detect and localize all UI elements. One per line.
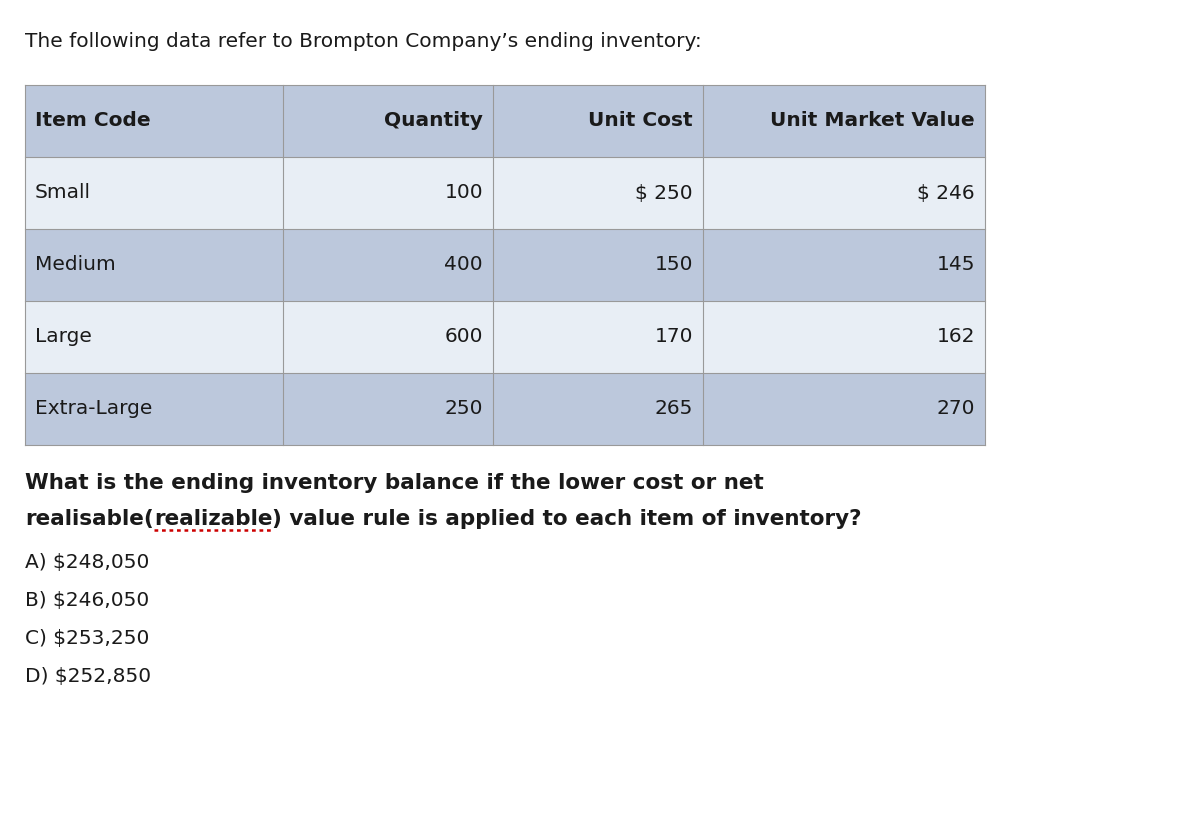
Text: C) $253,250: C) $253,250 (25, 629, 149, 648)
Text: 150: 150 (654, 256, 694, 274)
Bar (25, 301, 985, 373)
Bar (25, 157, 985, 229)
Text: 145: 145 (936, 256, 974, 274)
Bar (25, 85, 985, 157)
Text: Unit Market Value: Unit Market Value (770, 111, 974, 130)
Text: Unit Cost: Unit Cost (588, 111, 694, 130)
Bar (25, 373, 985, 445)
Text: What is the ending inventory balance if the lower cost or net: What is the ending inventory balance if … (25, 473, 763, 493)
Text: 162: 162 (936, 328, 974, 346)
Text: 270: 270 (936, 400, 974, 419)
Text: 400: 400 (444, 256, 482, 274)
Text: The following data refer to Brompton Company’s ending inventory:: The following data refer to Brompton Com… (25, 32, 702, 51)
Text: Large: Large (35, 328, 92, 346)
Text: 100: 100 (444, 183, 482, 202)
Text: D) $252,850: D) $252,850 (25, 667, 151, 686)
Text: ) value rule is applied to each item of inventory?: ) value rule is applied to each item of … (272, 509, 862, 529)
Text: Quantity: Quantity (384, 111, 482, 130)
Text: A) $248,050: A) $248,050 (25, 553, 149, 572)
Text: realizable: realizable (154, 509, 272, 529)
Text: Medium: Medium (35, 256, 115, 274)
Text: $ 246: $ 246 (917, 183, 974, 202)
Text: Small: Small (35, 183, 91, 202)
Text: realisable(: realisable( (25, 509, 154, 529)
Text: 600: 600 (444, 328, 482, 346)
Text: 170: 170 (654, 328, 694, 346)
Text: Extra-Large: Extra-Large (35, 400, 152, 419)
Text: Item Code: Item Code (35, 111, 151, 130)
Text: $ 250: $ 250 (635, 183, 694, 202)
Text: B) $246,050: B) $246,050 (25, 591, 149, 610)
Text: 265: 265 (655, 400, 694, 419)
Bar (25, 229, 985, 301)
Text: 250: 250 (444, 400, 482, 419)
